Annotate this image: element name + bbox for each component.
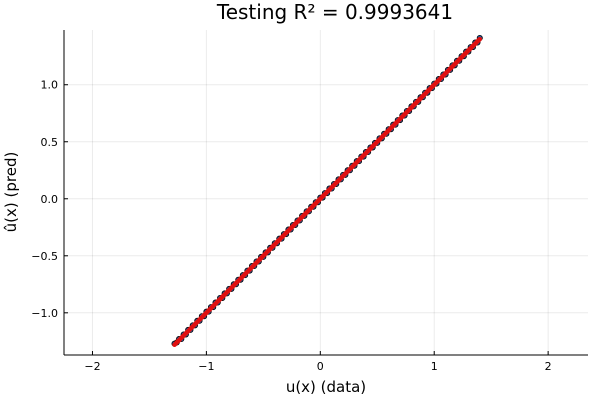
fit-line [172,36,483,347]
y-tick-label: 1.0 [41,79,59,92]
x-tick-label: −2 [84,360,100,373]
y-axis-label: û(x) (pred) [2,152,20,233]
y-tick-label: −0.5 [31,250,58,263]
y-tick-label: 0.5 [41,136,59,149]
x-tick-label: −1 [198,360,214,373]
chart-title: Testing R² = 0.9993641 [216,0,453,24]
x-tick-label: 0 [317,360,324,373]
y-tick-label: −1.0 [31,307,58,320]
identity-line [172,36,483,347]
x-ticks: −2 −1 0 1 2 [84,351,552,373]
x-tick-label: 2 [545,360,552,373]
y-ticks: −1.0 −0.5 0.0 0.5 1.0 [31,79,68,320]
y-tick-label: 0.0 [41,193,59,206]
x-tick-label: 1 [431,360,438,373]
x-axis-label: u(x) (data) [286,378,366,396]
grid [64,30,588,355]
